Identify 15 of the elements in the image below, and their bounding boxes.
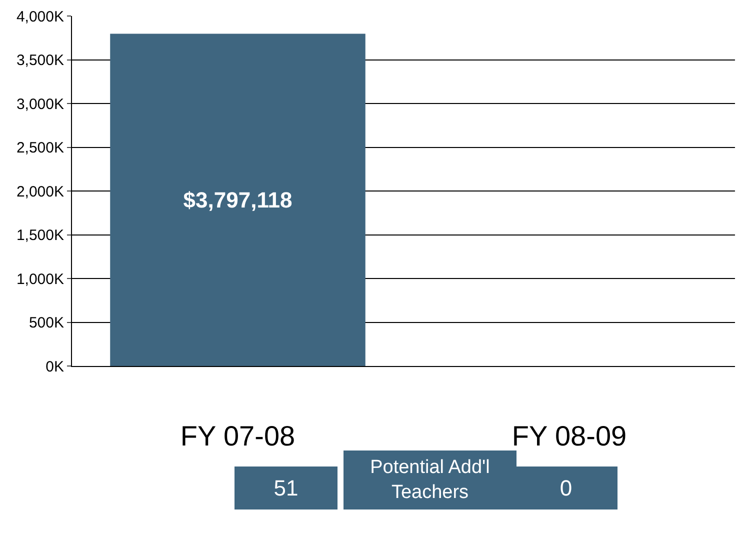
y-tick-label: 2,000K (16, 183, 64, 200)
text: 51 (274, 476, 298, 500)
y-tick-label: 1,000K (16, 270, 64, 288)
x-tick-label: FY 08-09 (512, 420, 627, 452)
text: 0 (560, 476, 572, 500)
y-tick-label: 3,500K (16, 52, 64, 69)
y-tick-label: 1,500K (16, 227, 64, 244)
y-tick-label: 0K (46, 358, 64, 376)
y-tick-label: 2,500K (16, 140, 64, 156)
y-tick-label: 4,000K (16, 8, 64, 26)
x-tick-label: FY 07-08 (180, 420, 296, 452)
text: Potential Add'l Teachers (370, 457, 490, 503)
data-label: $3,797,118 (183, 187, 292, 212)
y-tick-label: 500K (28, 314, 64, 332)
y-tick-label: 3,000K (16, 96, 64, 113)
